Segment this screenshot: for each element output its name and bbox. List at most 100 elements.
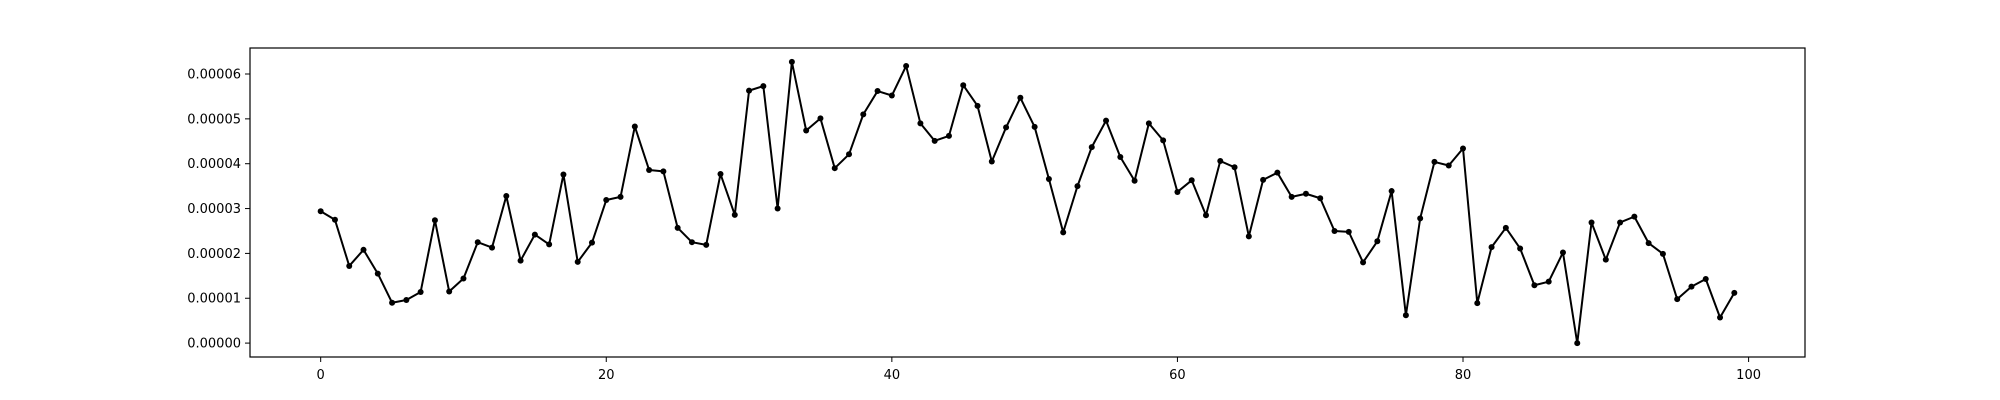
data-point bbox=[1060, 229, 1067, 236]
data-point bbox=[331, 216, 338, 223]
x-tick-label: 40 bbox=[884, 368, 901, 383]
data-point bbox=[1545, 278, 1552, 285]
data-point bbox=[1645, 240, 1652, 247]
data-point bbox=[760, 83, 767, 90]
data-point bbox=[1103, 117, 1110, 124]
data-point bbox=[788, 58, 795, 65]
data-point bbox=[1202, 212, 1209, 219]
data-point bbox=[731, 211, 738, 218]
data-point bbox=[1017, 94, 1024, 101]
data-point bbox=[1474, 300, 1481, 307]
data-point bbox=[1260, 176, 1267, 183]
data-point bbox=[460, 275, 467, 282]
data-point bbox=[446, 288, 453, 295]
x-tick-label: 0 bbox=[317, 368, 325, 383]
data-point bbox=[546, 241, 553, 248]
data-point bbox=[1431, 158, 1438, 165]
data-point bbox=[646, 166, 653, 173]
data-point bbox=[688, 239, 695, 246]
data-point bbox=[703, 241, 710, 248]
data-point bbox=[1574, 340, 1581, 347]
data-point bbox=[417, 288, 424, 295]
y-tick-label: 0.00003 bbox=[187, 202, 241, 217]
data-point bbox=[1288, 193, 1295, 200]
data-point bbox=[1245, 233, 1252, 240]
data-point bbox=[931, 137, 938, 144]
data-point bbox=[1374, 238, 1381, 245]
data-point bbox=[360, 246, 367, 253]
data-point bbox=[503, 193, 510, 199]
data-point bbox=[1731, 289, 1738, 296]
data-point bbox=[1360, 259, 1367, 266]
data-point bbox=[1160, 137, 1167, 144]
data-point bbox=[603, 197, 610, 204]
data-point bbox=[903, 62, 910, 69]
data-point bbox=[474, 239, 481, 246]
plot-frame bbox=[249, 47, 1806, 358]
series-line bbox=[320, 60, 1736, 345]
data-point bbox=[317, 208, 324, 215]
data-point bbox=[988, 158, 995, 165]
x-axis-ticks: 0 20 40 60 80 100 bbox=[317, 357, 1761, 383]
data-point bbox=[631, 123, 638, 130]
y-tick-label: 0.00001 bbox=[187, 292, 241, 307]
data-point bbox=[1588, 219, 1595, 226]
data-point bbox=[517, 257, 524, 264]
data-point bbox=[617, 193, 624, 200]
data-point bbox=[1417, 215, 1424, 222]
data-point bbox=[1074, 183, 1081, 190]
data-point bbox=[1131, 177, 1138, 184]
data-point bbox=[1345, 228, 1352, 235]
data-point bbox=[1317, 195, 1324, 202]
data-point bbox=[874, 88, 881, 95]
data-point bbox=[1674, 296, 1681, 303]
data-point bbox=[817, 115, 824, 122]
data-point bbox=[1331, 227, 1338, 234]
data-point bbox=[888, 92, 895, 99]
data-point bbox=[1602, 256, 1609, 263]
data-point bbox=[588, 239, 595, 246]
data-point bbox=[374, 270, 381, 277]
data-point bbox=[389, 299, 396, 306]
data-point bbox=[960, 82, 967, 89]
data-point bbox=[403, 297, 410, 304]
x-tick-label: 100 bbox=[1736, 368, 1761, 383]
data-point bbox=[1502, 224, 1509, 231]
data-point bbox=[1488, 244, 1495, 251]
data-point bbox=[1031, 123, 1038, 130]
data-point bbox=[746, 87, 753, 94]
data-point bbox=[1659, 250, 1666, 257]
data-point bbox=[1045, 175, 1052, 182]
data-point bbox=[1117, 153, 1124, 160]
data-point bbox=[1531, 282, 1538, 289]
data-point bbox=[1003, 124, 1010, 131]
data-point bbox=[1388, 188, 1395, 195]
y-tick-label: 0.00004 bbox=[187, 157, 241, 172]
x-tick-label: 60 bbox=[1169, 368, 1186, 383]
data-point bbox=[674, 224, 681, 231]
data-point bbox=[1217, 158, 1224, 165]
data-point bbox=[1445, 162, 1452, 169]
data-point bbox=[1517, 245, 1524, 252]
x-tick-label: 20 bbox=[598, 368, 615, 383]
data-point bbox=[1402, 312, 1409, 319]
data-point bbox=[774, 205, 781, 212]
data-point bbox=[860, 111, 867, 118]
y-tick-label: 0.00006 bbox=[187, 68, 241, 83]
data-point bbox=[917, 120, 924, 127]
data-point bbox=[431, 217, 438, 224]
y-tick-label: 0.00002 bbox=[187, 247, 241, 262]
data-point bbox=[1617, 219, 1624, 226]
data-point bbox=[945, 132, 952, 139]
data-point bbox=[560, 171, 567, 178]
y-tick-label: 0.00000 bbox=[187, 337, 241, 352]
data-point bbox=[1174, 188, 1181, 195]
data-point bbox=[531, 231, 538, 238]
data-point bbox=[803, 127, 810, 134]
data-point bbox=[831, 165, 838, 172]
data-point bbox=[346, 262, 353, 269]
data-point bbox=[1231, 164, 1238, 171]
data-point bbox=[574, 258, 581, 265]
data-point bbox=[1688, 283, 1695, 290]
